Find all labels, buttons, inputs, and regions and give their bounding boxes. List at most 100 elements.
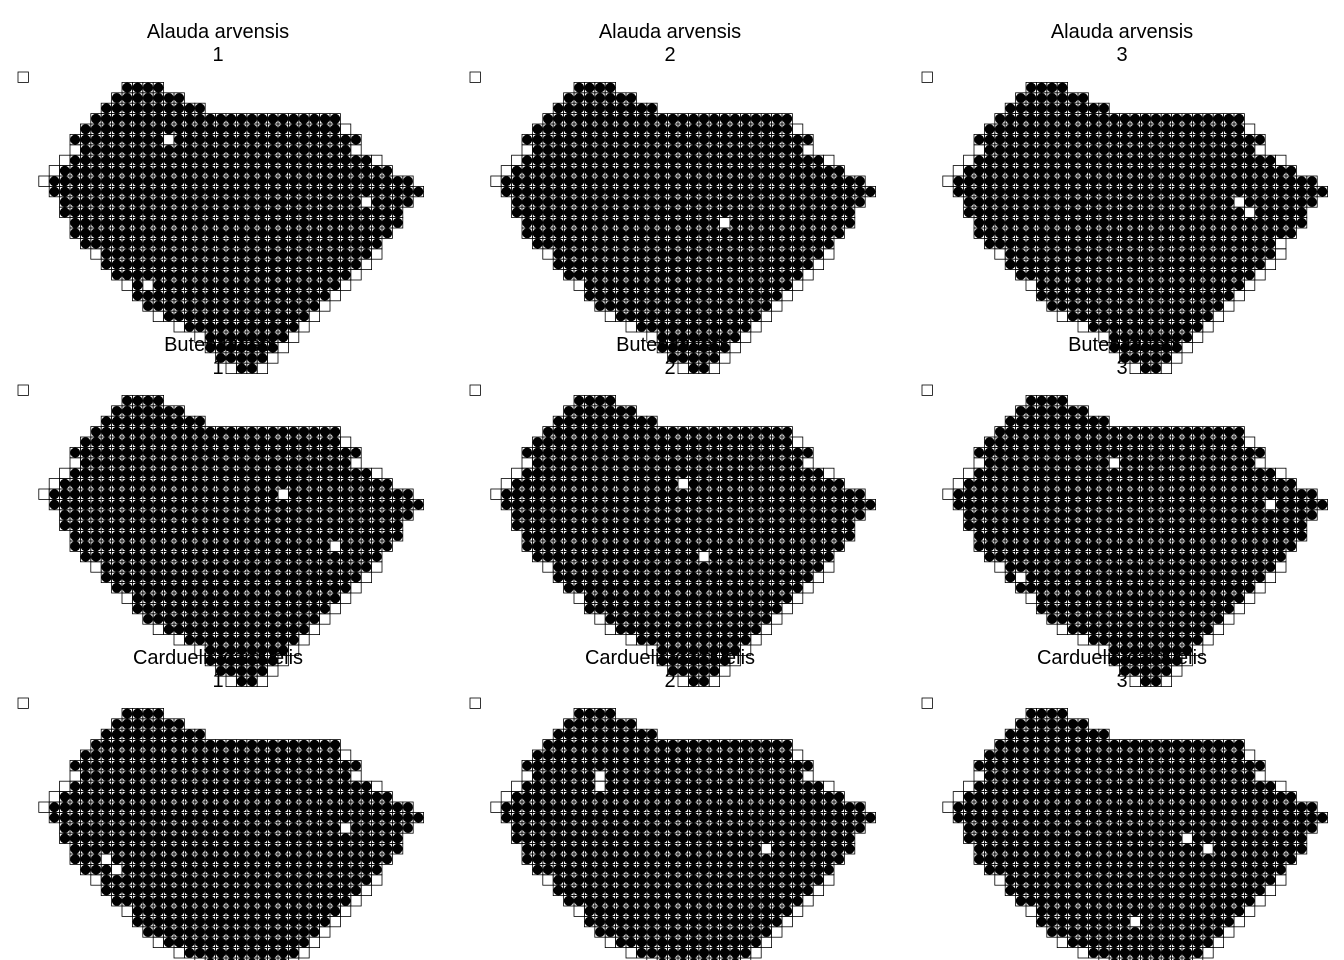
- occurrence-point: [574, 145, 585, 155]
- occurrence-point: [1213, 207, 1224, 218]
- occurrence-point: [1109, 217, 1120, 228]
- occurrence-point: [195, 468, 205, 479]
- occurrence-point: [667, 342, 678, 353]
- occurrence-point: [278, 301, 289, 311]
- occurrence-point: [1182, 269, 1193, 280]
- occurrence-point: [195, 176, 205, 187]
- occurrence-point: [657, 197, 668, 207]
- occurrence-point: [771, 124, 782, 135]
- occurrence-point: [278, 437, 289, 448]
- occurrence-point: [143, 551, 153, 562]
- occurrence-point: [174, 458, 185, 468]
- occurrence-point: [278, 207, 289, 218]
- occurrence-point: [1109, 311, 1120, 322]
- occurrence-point: [80, 197, 91, 207]
- occurrence-point: [1182, 321, 1193, 332]
- occurrence-point: [330, 249, 341, 259]
- occurrence-point: [226, 634, 237, 645]
- occurrence-point: [299, 541, 309, 552]
- occurrence-point: [563, 207, 574, 218]
- occurrence-point: [1057, 290, 1068, 301]
- occurrence-point: [1192, 165, 1203, 176]
- grid-cell: [350, 144, 362, 156]
- occurrence-point: [636, 217, 647, 228]
- occurrence-point: [1223, 124, 1234, 135]
- occurrence-point: [803, 249, 813, 259]
- occurrence-point: [319, 238, 330, 249]
- occurrence-point: [80, 437, 91, 448]
- occurrence-point: [553, 416, 564, 427]
- occurrence-point: [1161, 238, 1172, 249]
- occurrence-point: [719, 342, 730, 353]
- occurrence-point: [163, 155, 174, 166]
- occurrence-point: [1119, 217, 1130, 228]
- grid-cell: [750, 321, 762, 333]
- occurrence-point: [751, 280, 761, 291]
- occurrence-point: [236, 478, 247, 489]
- occurrence-point: [153, 301, 164, 311]
- occurrence-point: [574, 186, 585, 197]
- occurrence-point: [761, 437, 772, 448]
- occurrence-point: [278, 145, 289, 155]
- occurrence-point: [1119, 249, 1130, 259]
- occurrence-point: [101, 176, 112, 187]
- occurrence-point: [678, 155, 689, 166]
- occurrence-point: [792, 228, 803, 239]
- occurrence-point: [647, 145, 657, 155]
- grid-cell: [521, 144, 533, 156]
- occurrence-point: [340, 499, 351, 510]
- occurrence-point: [1057, 82, 1068, 93]
- occurrence-point: [1203, 290, 1213, 301]
- occurrence-point: [636, 124, 647, 135]
- occurrence-point: [143, 217, 153, 228]
- occurrence-point: [174, 113, 185, 124]
- occurrence-point: [605, 124, 616, 135]
- occurrence-point: [195, 510, 205, 520]
- occurrence-point: [1203, 134, 1213, 145]
- occurrence-point: [163, 301, 174, 311]
- occurrence-point: [267, 614, 278, 624]
- occurrence-point: [1067, 176, 1078, 187]
- occurrence-point: [299, 551, 309, 562]
- occurrence-point: [1078, 301, 1089, 311]
- occurrence-point: [195, 134, 205, 145]
- occurrence-point: [1067, 311, 1078, 322]
- occurrence-point: [257, 447, 268, 458]
- occurrence-point: [163, 249, 174, 259]
- occurrence-point: [143, 458, 153, 468]
- occurrence-point: [267, 510, 278, 520]
- occurrence-point: [278, 530, 289, 541]
- grid-cell: [1233, 289, 1245, 302]
- grid-cell: [339, 123, 352, 135]
- occurrence-point: [143, 593, 153, 604]
- occurrence-point: [1088, 249, 1099, 259]
- grid-cell: [677, 362, 689, 375]
- occurrence-point: [215, 332, 226, 343]
- occurrence-point: [267, 520, 278, 531]
- occurrence-point: [236, 489, 247, 500]
- occurrence-point: [153, 551, 164, 562]
- occurrence-point: [122, 259, 133, 270]
- occurrence-point: [1296, 207, 1307, 218]
- occurrence-point: [584, 176, 595, 187]
- occurrence-point: [1213, 217, 1224, 228]
- occurrence-point: [553, 228, 564, 239]
- panel-period-title: 2: [664, 357, 675, 379]
- occurrence-point: [730, 437, 741, 448]
- occurrence-point: [699, 124, 709, 135]
- occurrence-point: [340, 551, 351, 562]
- occurrence-point: [1171, 259, 1182, 270]
- occurrence-point: [1171, 321, 1182, 332]
- occurrence-point: [205, 437, 216, 448]
- occurrence-point: [1192, 259, 1203, 270]
- occurrence-point: [330, 134, 341, 145]
- occurrence-point: [267, 582, 278, 593]
- occurrence-point: [501, 186, 512, 197]
- grid-cell: [1233, 196, 1245, 208]
- occurrence-point: [236, 530, 247, 541]
- occurrence-point: [351, 510, 361, 520]
- occurrence-point: [330, 478, 341, 489]
- occurrence-point: [70, 176, 81, 187]
- occurrence-point: [351, 541, 361, 552]
- occurrence-point: [844, 176, 855, 187]
